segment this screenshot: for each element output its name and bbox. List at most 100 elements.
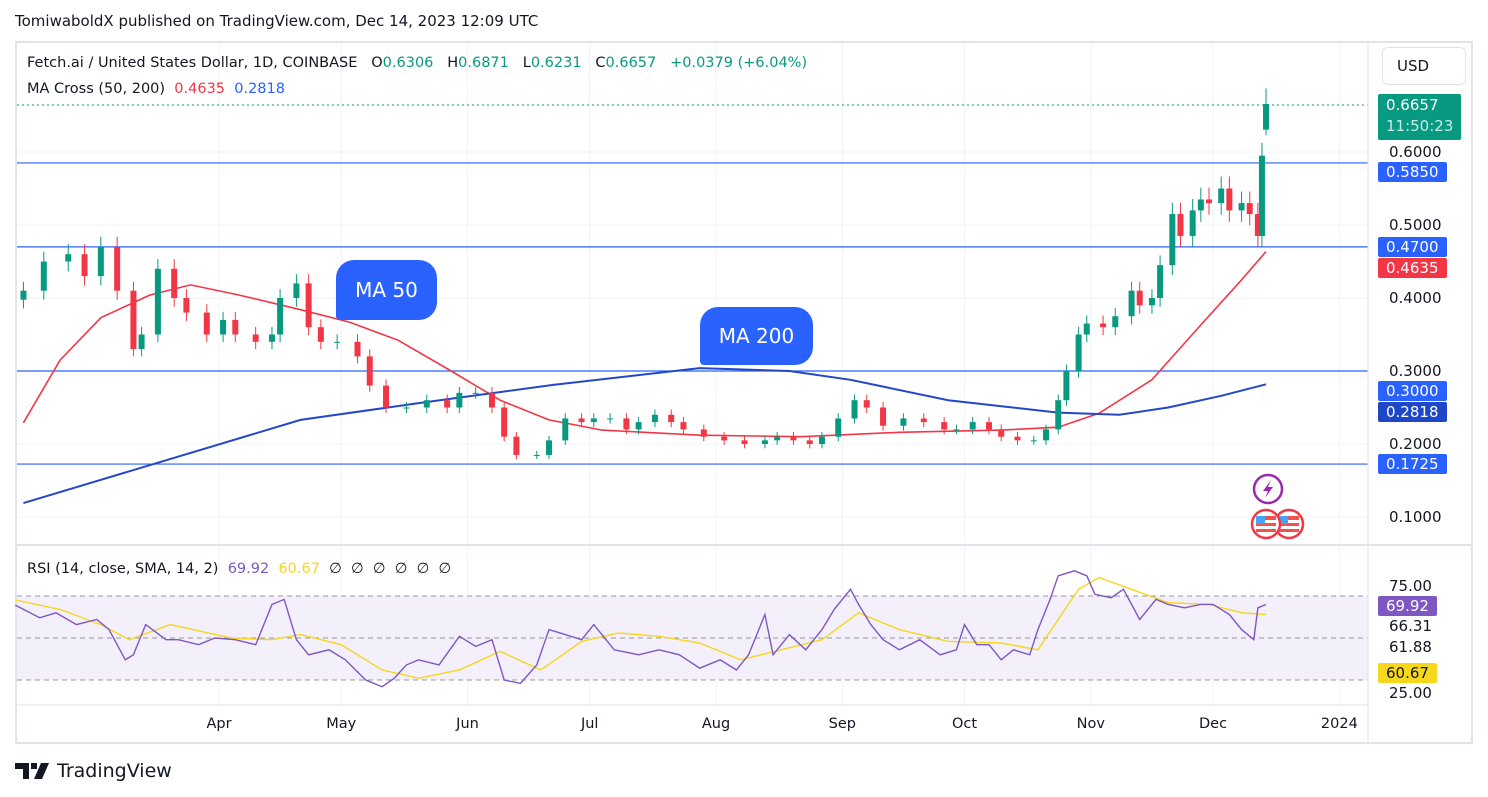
candle-body [366,356,373,386]
us-flag-event-icon[interactable] [1273,508,1305,540]
price-axis-label: 0.3000 [1389,362,1442,380]
candle-body [383,385,390,408]
candle-body [488,392,495,408]
time-axis-label: Dec [1199,716,1228,732]
candle-body [501,407,508,437]
rsi-sma-value: 60.67 [278,561,320,577]
candle-body [818,436,825,444]
rsi-axis-label: 60.67 [1378,663,1437,683]
rsi-empty: ∅ [351,561,364,577]
open-value: 0.6306 [382,55,434,71]
last-price: 0.6657 [1386,96,1439,114]
tradingview-logo-icon [15,763,49,779]
currency-button[interactable]: USD [1382,47,1466,85]
close-value: 0.6657 [605,55,657,71]
candle-body [1014,436,1021,441]
candle-body [1254,214,1261,236]
candle-body [668,414,675,423]
horizontal-lines [17,162,1368,465]
candle-body [334,341,341,343]
ma-title: MA Cross (50, 200) [27,81,166,97]
candle-body [1205,199,1212,204]
time-axis-label: Jul [580,716,599,732]
time-axis-label: Jun [456,716,479,732]
candle-body [533,454,540,456]
close-label: C [595,55,606,71]
candle-body [790,436,797,441]
lightning-event-icon[interactable] [1252,473,1284,505]
candle-body [880,407,887,426]
candle-body [423,400,430,408]
ma50-badge: 0.4635 [1378,257,1447,278]
candle-body [1128,290,1135,317]
price-axis-label: 0.4000 [1389,289,1442,307]
candle-body [1197,199,1204,211]
candle-body [863,400,870,408]
candle-body [680,422,687,430]
candle-body [835,418,842,437]
published-caption: TomiwaboldX published on TradingView.com… [15,12,539,30]
price-axis-label: 0.6000 [1389,143,1442,161]
symbol-title[interactable]: Fetch.ai / United States Dollar, 1D, COI… [27,55,358,71]
candle-body [472,392,479,394]
candle-body [1226,188,1233,211]
candle-body [1169,214,1176,266]
candle-body [403,407,410,409]
candle-body [20,290,27,300]
candle-body [623,418,630,430]
level-badge: 0.4700 [1378,236,1447,257]
ma50-annotation[interactable]: MA 50 [336,260,437,320]
us-flag-event-icon[interactable] [1250,508,1282,540]
candle-body [1263,104,1270,130]
candle-body [1157,265,1164,298]
candle-body [317,327,324,342]
candle-body [700,429,707,437]
candle-body [969,422,976,430]
rsi-empty: ∅ [329,561,342,577]
candle-body [741,440,748,444]
last-price-badge: 0.6657 11:50:23 [1378,94,1462,140]
time-axis-label: Apr [206,716,232,732]
candle-body [232,319,239,335]
candle-body [154,268,161,335]
candle-body [97,246,104,277]
change-value: +0.0379 (+6.04%) [670,55,808,71]
price-axis-label: 0.1000 [1389,508,1442,526]
bar-countdown: 11:50:23 [1386,117,1454,135]
candle-body [268,334,275,342]
candle-body [774,436,781,441]
price-axis-label: 0.2000 [1389,435,1442,453]
tradingview-logo[interactable]: TradingView [15,760,172,782]
rsi-legend[interactable]: RSI (14, close, SMA, 14, 2) 69.92 60.67 … [27,561,451,577]
candle-body [305,283,312,328]
candle-body [1043,429,1050,441]
rsi-axis-label: 25.00 [1389,684,1432,702]
ma200-annotation[interactable]: MA 200 [700,307,813,365]
grid [17,43,1368,705]
ma-legend[interactable]: MA Cross (50, 200) 0.4635 0.2818 [27,81,285,97]
rsi-axis-label: 66.31 [1389,617,1432,635]
candle-body [203,312,210,335]
rsi-line [14,570,1267,688]
candle-body [138,334,145,350]
ma50-value: 0.4635 [174,81,226,97]
candle-body [1148,298,1155,306]
high-value: 0.6871 [458,55,509,71]
symbol-legend: Fetch.ai / United States Dollar, 1D, COI… [27,55,807,71]
candle-body [40,261,47,291]
rsi-axis-label: 61.88 [1389,638,1432,656]
candle-body [444,400,451,408]
time-axis-label: 2024 [1320,716,1358,732]
price-axis-label: 0.5000 [1389,216,1442,234]
candle-body [578,418,585,423]
candle-body [1177,214,1184,236]
candles [20,88,1270,460]
rsi-empty: ∅ [394,561,408,577]
candle-body [1100,323,1107,328]
ma200-line [23,367,1267,505]
candle-body [220,319,227,335]
candle-body [1218,188,1225,204]
level-badge: 0.1725 [1378,454,1447,475]
candle-body [985,422,992,430]
